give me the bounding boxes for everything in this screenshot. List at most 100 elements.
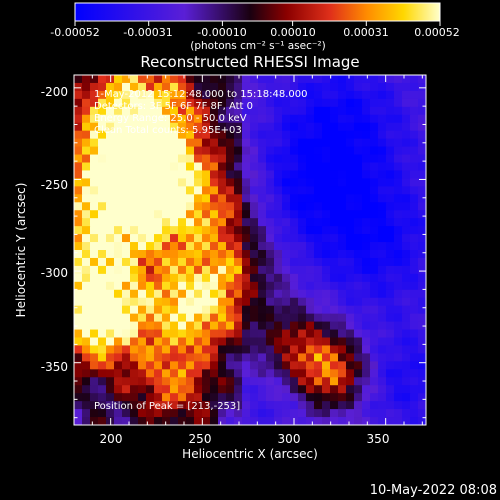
heatmap-cell	[234, 202, 243, 211]
heatmap-cell	[330, 178, 339, 187]
heatmap-cell	[354, 218, 363, 227]
heatmap-cell	[242, 361, 251, 370]
heatmap-cell	[186, 281, 195, 291]
heatmap-cell	[202, 273, 211, 283]
heatmap-cell	[130, 289, 139, 299]
heatmap-cell	[354, 146, 363, 156]
heatmap-cell	[338, 369, 347, 378]
heatmap-cell	[346, 401, 355, 410]
heatmap-cell	[282, 361, 291, 370]
heatmap-cell	[378, 130, 387, 140]
heatmap-cell	[330, 114, 339, 124]
heatmap-cell	[386, 114, 395, 124]
heatmap-cell	[122, 242, 131, 251]
heatmap-cell	[266, 377, 275, 386]
heatmap-cell	[410, 281, 419, 291]
heatmap-cell	[258, 329, 267, 339]
heatmap-cell	[226, 345, 235, 354]
heatmap-cell	[130, 226, 139, 235]
heatmap-cell	[290, 226, 299, 235]
heatmap-cell	[410, 75, 419, 84]
heatmap-cell	[226, 138, 235, 148]
heatmap-cell	[210, 146, 219, 156]
heatmap-cell	[170, 417, 179, 425]
heatmap-cell	[162, 122, 171, 132]
heatmap-cell	[282, 417, 291, 425]
heatmap-cell	[354, 114, 363, 124]
heatmap-cell	[338, 210, 347, 219]
heatmap-cell	[346, 353, 355, 362]
heatmap-cell	[146, 194, 155, 203]
heatmap-cell	[298, 345, 307, 354]
heatmap-cell	[210, 297, 219, 307]
heatmap-cell	[138, 250, 147, 259]
heatmap-cell	[242, 417, 251, 425]
heatmap-cell	[138, 321, 147, 331]
heatmap-cell	[290, 186, 299, 195]
heatmap-cell	[250, 250, 259, 259]
heatmap-cell	[322, 75, 331, 84]
heatmap-cell	[98, 265, 107, 275]
heatmap-cell	[138, 281, 147, 291]
heatmap-cell	[122, 337, 131, 347]
heatmap-cell	[298, 297, 307, 307]
heatmap-cell	[138, 337, 147, 347]
heatmap-cell	[130, 321, 139, 331]
heatmap-cell	[74, 377, 83, 386]
heatmap-cell	[362, 130, 371, 140]
heatmap-cell	[370, 210, 379, 219]
heatmap-cell	[146, 321, 155, 331]
heatmap-cell	[186, 75, 195, 84]
heatmap-cell	[234, 194, 243, 203]
heatmap-cell	[282, 106, 291, 116]
heatmap-cell	[258, 417, 267, 425]
heatmap-cell	[74, 393, 83, 402]
heatmap-cell	[146, 242, 155, 251]
heatmap-cell	[154, 289, 163, 299]
heatmap-cell	[386, 369, 395, 378]
heatmap-cell	[274, 130, 283, 140]
heatmap-cell	[298, 377, 307, 386]
heatmap-cell	[402, 130, 411, 140]
heatmap-cell	[226, 170, 235, 179]
heatmap-cell	[194, 369, 203, 378]
heatmap-cell	[346, 393, 355, 402]
heatmap-cell	[74, 409, 83, 418]
heatmap-cell	[322, 337, 331, 347]
heatmap-cell	[90, 273, 99, 283]
heatmap-cell	[98, 218, 107, 227]
heatmap-cell	[282, 265, 291, 275]
heatmap-cell	[202, 98, 211, 108]
heatmap-cell	[242, 297, 251, 307]
heatmap-cell	[378, 353, 387, 362]
heatmap-cell	[122, 345, 131, 354]
heatmap-cell	[82, 218, 91, 227]
heatmap-cell	[370, 345, 379, 354]
heatmap-cell	[106, 337, 115, 347]
heatmap-cell	[386, 329, 395, 339]
heatmap-cell	[178, 82, 187, 92]
heatmap-cell	[354, 122, 363, 132]
heatmap-cell	[410, 257, 419, 267]
heatmap-cell	[74, 226, 83, 235]
heatmap-cell	[274, 75, 283, 84]
heatmap-cell	[282, 321, 291, 331]
heatmap-cell	[234, 90, 243, 100]
heatmap-cell	[354, 257, 363, 267]
heatmap-cell	[242, 273, 251, 283]
heatmap-cell	[330, 202, 339, 211]
heatmap-cell	[98, 281, 107, 291]
heatmap-cell	[418, 162, 426, 172]
heatmap-cell	[274, 146, 283, 156]
heatmap-cell	[322, 194, 331, 203]
heatmap-cell	[322, 377, 331, 386]
heatmap-cell	[90, 138, 99, 148]
heatmap-cell	[114, 138, 123, 148]
heatmap-cell	[410, 337, 419, 347]
heatmap-cell	[306, 353, 315, 362]
heatmap-cell	[314, 321, 323, 331]
heatmap-cell	[90, 178, 99, 187]
heatmap-cell	[154, 250, 163, 259]
heatmap-cell	[146, 369, 155, 378]
heatmap-cell	[74, 106, 83, 116]
